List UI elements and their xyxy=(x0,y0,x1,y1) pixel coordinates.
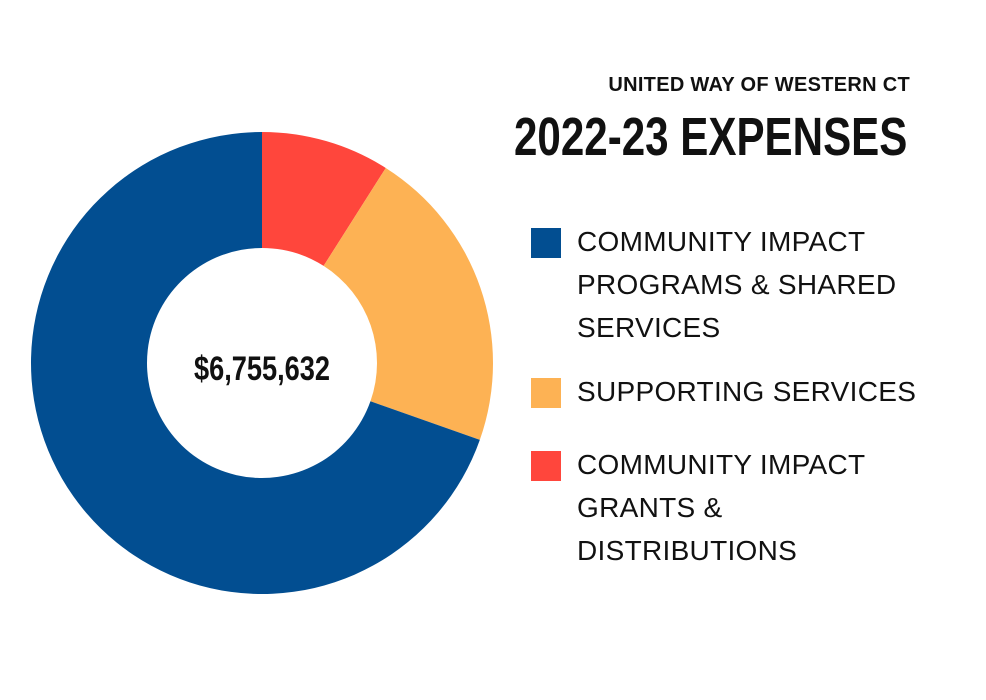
legend-label-line: SERVICES xyxy=(577,312,721,343)
legend-label-line: DISTRIBUTIONS xyxy=(577,535,798,566)
donut-slice-supporting-services xyxy=(323,167,494,440)
legend-swatch-supporting xyxy=(531,378,561,408)
donut-slices xyxy=(31,132,494,594)
donut-chart: $6,755,632 xyxy=(31,132,494,594)
legend-label-programs: COMMUNITY IMPACT PROGRAMS & SHARED SERVI… xyxy=(577,220,937,349)
legend-label-line: GRANTS & xyxy=(577,492,723,523)
legend-label-line: COMMUNITY IMPACT xyxy=(577,226,866,257)
chart-title: 2022-23 EXPENSES xyxy=(514,107,908,167)
donut-slice-community-impact-grants-distributions xyxy=(262,132,386,266)
legend-label-supporting: SUPPORTING SERVICES xyxy=(577,370,937,413)
legend-swatch-grants xyxy=(531,451,561,481)
legend-label-grants: COMMUNITY IMPACT GRANTS & DISTRIBUTIONS xyxy=(577,443,937,572)
organization-name: UNITED WAY OF WESTERN CT xyxy=(608,74,910,96)
donut-center-total: $6,755,632 xyxy=(194,350,330,388)
legend-label-line: COMMUNITY IMPACT xyxy=(577,449,866,480)
donut-slice-community-impact-programs-shared-services xyxy=(31,132,480,594)
legend-label-line: PROGRAMS & SHARED xyxy=(577,269,897,300)
legend-swatch-programs xyxy=(531,228,561,258)
legend-label-line: SUPPORTING SERVICES xyxy=(577,376,917,407)
